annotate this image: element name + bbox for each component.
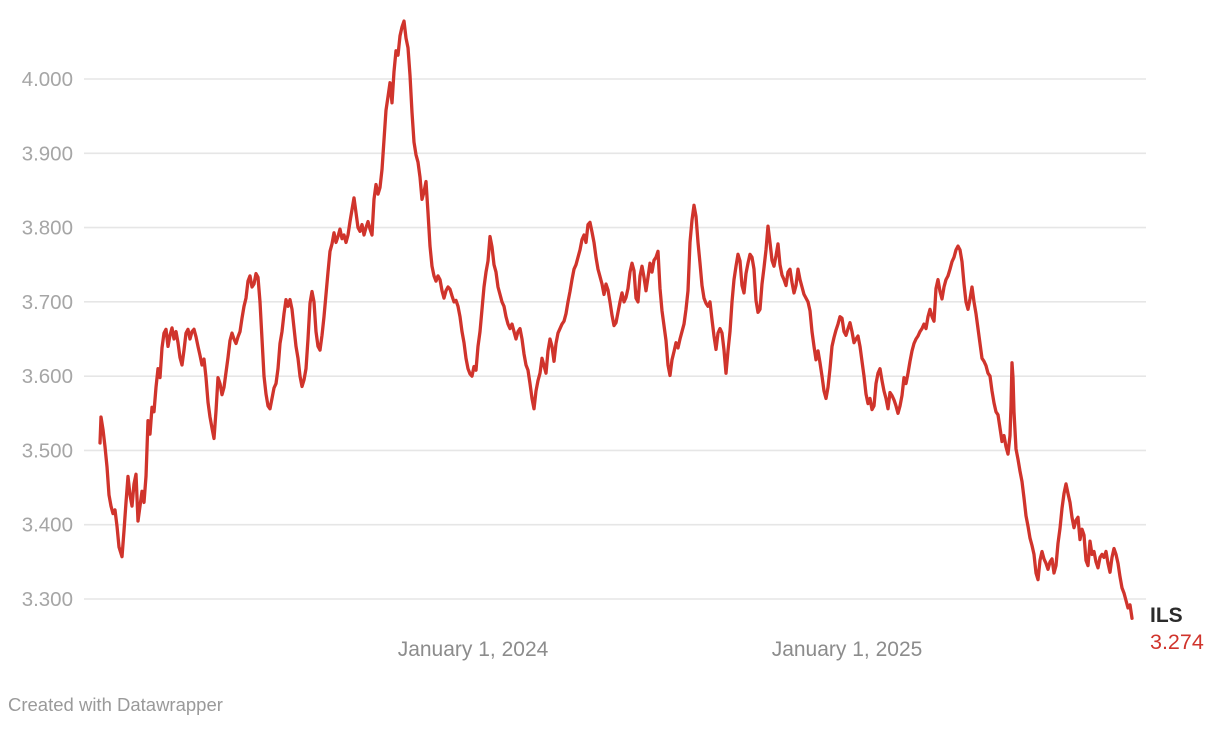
- x-tick-label: January 1, 2024: [398, 638, 549, 661]
- y-tick-label: 3.400: [22, 514, 73, 537]
- y-tick-label: 3.600: [22, 365, 73, 388]
- ils-line-series: [98, 19, 1134, 620]
- y-tick-label: 3.300: [22, 588, 73, 611]
- x-axis-labels: January 1, 2024 January 1, 2025: [398, 638, 923, 661]
- gridlines: [84, 78, 1146, 600]
- y-tick-label: 3.800: [22, 217, 73, 240]
- y-tick-label: 3.500: [22, 439, 73, 462]
- series-name-label: ILS: [1150, 604, 1183, 627]
- y-tick-label: 3.700: [22, 291, 73, 314]
- datawrapper-attribution-link[interactable]: Created with Datawrapper: [8, 694, 223, 715]
- latest-value-label: 3.274: [1150, 630, 1204, 654]
- x-tick-label: January 1, 2025: [772, 638, 923, 661]
- y-tick-label: 4.000: [22, 68, 73, 91]
- y-tick-label: 3.900: [22, 142, 73, 165]
- y-axis-labels: 4.000 3.900 3.800 3.700 3.600 3.500 3.400 3.300: [22, 68, 73, 611]
